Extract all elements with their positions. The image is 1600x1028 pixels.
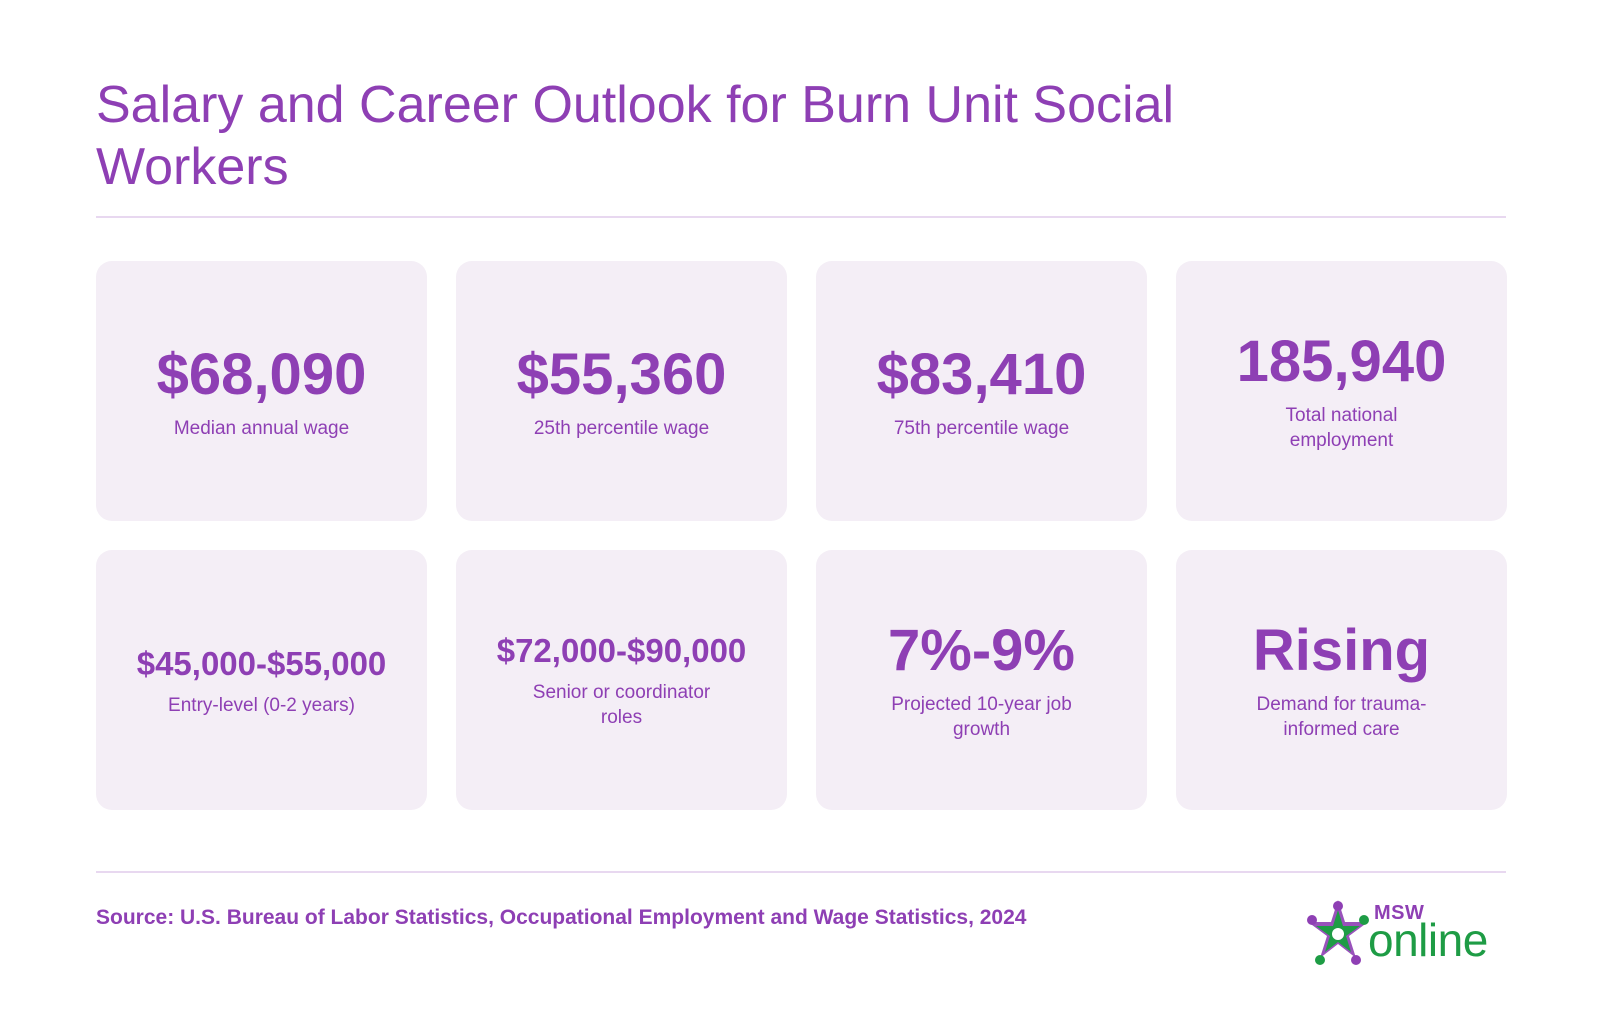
- stat-card-median-wage: $68,090 Median annual wage: [96, 261, 427, 521]
- stat-label: Demand for trauma-informed care: [1256, 694, 1427, 740]
- logo-text-msw: MSW: [1374, 902, 1425, 924]
- stat-value: $72,000-$90,000: [496, 632, 747, 669]
- stat-card-senior-roles: $72,000-$90,000 Senior or coordinator ro…: [456, 550, 787, 810]
- stat-card-demand: Rising Demand for trauma-informed care: [1176, 550, 1507, 810]
- star-people-icon: [1307, 900, 1369, 965]
- stat-label: Entry-level (0-2 years): [168, 694, 355, 716]
- stat-value: Rising: [1252, 618, 1431, 683]
- stat-value: $55,360: [516, 341, 727, 407]
- source-citation: Source: U.S. Bureau of Labor Statistics,…: [96, 906, 1027, 929]
- footer-divider: [96, 871, 1506, 873]
- title-divider: [96, 216, 1506, 218]
- stat-value: $68,090: [156, 341, 367, 407]
- msw-online-logo: MSW online: [1298, 896, 1510, 972]
- stat-label: 25th percentile wage: [533, 417, 710, 439]
- stat-card-total-employment: 185,940 Total national employment: [1176, 261, 1507, 521]
- stat-card-job-growth: 7%-9% Projected 10-year job growth: [816, 550, 1147, 810]
- stat-label: 75th percentile wage: [893, 417, 1070, 439]
- stat-label: Projected 10-year job growth: [891, 694, 1072, 740]
- stat-value: 185,940: [1236, 329, 1447, 394]
- page-title: Salary and Career Outlook for Burn Unit …: [96, 76, 1175, 196]
- stat-value: 7%-9%: [888, 618, 1075, 683]
- stat-value: $45,000-$55,000: [136, 644, 387, 682]
- stat-card-entry-level: $45,000-$55,000 Entry-level (0-2 years): [96, 550, 427, 810]
- logo-text-online: online: [1368, 914, 1488, 966]
- stat-card-25th-percentile: $55,360 25th percentile wage: [456, 261, 787, 521]
- stat-label: Senior or coordinator roles: [532, 682, 711, 728]
- stat-label: Median annual wage: [173, 417, 350, 439]
- stat-value: $83,410: [876, 341, 1087, 407]
- stat-card-75th-percentile: $83,410 75th percentile wage: [816, 261, 1147, 521]
- stat-label: Total national employment: [1285, 405, 1398, 451]
